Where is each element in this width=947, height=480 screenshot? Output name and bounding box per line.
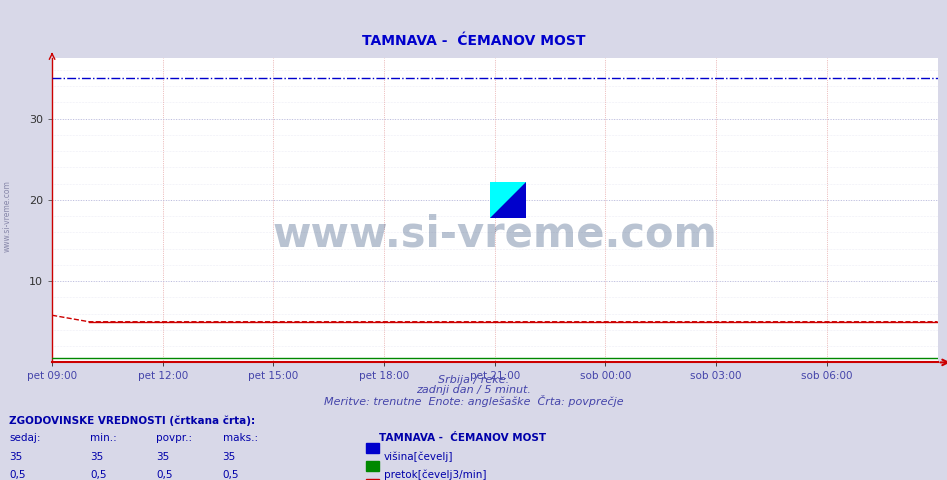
- Bar: [490, 182, 508, 201]
- Text: Srbija / reke.: Srbija / reke.: [438, 375, 509, 385]
- Polygon shape: [490, 182, 526, 218]
- Text: ZGODOVINSKE VREDNOSTI (črtkana črta):: ZGODOVINSKE VREDNOSTI (črtkana črta):: [9, 415, 256, 426]
- Text: višina[čevelj]: višina[čevelj]: [384, 452, 453, 462]
- Text: 0,5: 0,5: [156, 470, 172, 480]
- Text: 35: 35: [90, 452, 103, 462]
- Text: maks.:: maks.:: [223, 433, 258, 444]
- Text: www.si-vreme.com: www.si-vreme.com: [3, 180, 12, 252]
- Text: 0,5: 0,5: [223, 470, 239, 480]
- Text: 35: 35: [156, 452, 170, 462]
- Text: pretok[čevelj3/min]: pretok[čevelj3/min]: [384, 470, 486, 480]
- Polygon shape: [490, 182, 526, 218]
- Text: povpr.:: povpr.:: [156, 433, 192, 444]
- Text: min.:: min.:: [90, 433, 116, 444]
- Text: 35: 35: [223, 452, 236, 462]
- Text: TAMNAVA -  ĆEMANOV MOST: TAMNAVA - ĆEMANOV MOST: [362, 34, 585, 48]
- Text: 35: 35: [9, 452, 23, 462]
- Text: sedaj:: sedaj:: [9, 433, 41, 444]
- Text: 0,5: 0,5: [90, 470, 106, 480]
- Text: www.si-vreme.com: www.si-vreme.com: [273, 214, 717, 255]
- Text: 0,5: 0,5: [9, 470, 26, 480]
- Text: Meritve: trenutne  Enote: anglešaške  Črta: povprečje: Meritve: trenutne Enote: anglešaške Črta…: [324, 395, 623, 407]
- Text: TAMNAVA -  ĆEMANOV MOST: TAMNAVA - ĆEMANOV MOST: [379, 433, 545, 444]
- Text: zadnji dan / 5 minut.: zadnji dan / 5 minut.: [416, 385, 531, 395]
